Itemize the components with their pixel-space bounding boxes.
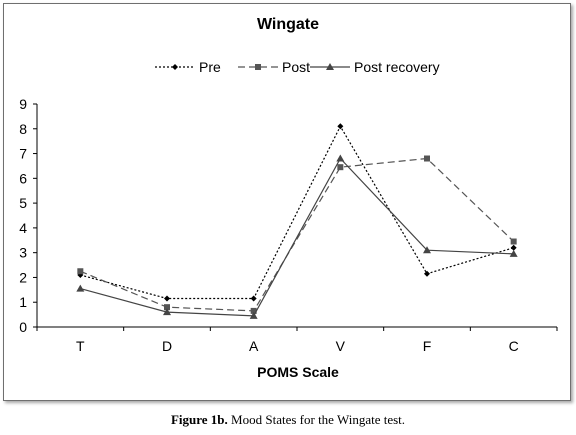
- y-tick-label: 2: [19, 269, 27, 285]
- data-point-post-recovery: [163, 308, 171, 316]
- data-point-post: [424, 155, 430, 162]
- legend: Pre Post Post recovery: [155, 59, 440, 75]
- y-tick-label: 3: [19, 245, 27, 261]
- data-point-post-recovery: [336, 154, 345, 162]
- data-point-pre: [250, 295, 257, 302]
- series-post: [77, 155, 517, 314]
- data-point-post-recovery: [423, 246, 431, 254]
- series-line-pre: [80, 125, 514, 300]
- axes: 0 1 2 3 4 5 6 7 8 9 T D A V F C: [19, 96, 558, 354]
- series-line-post: [80, 157, 515, 312]
- data-point-post: [337, 164, 344, 171]
- data-point-pre: [337, 123, 344, 130]
- data-point-post: [250, 307, 257, 314]
- series-line-post-recovery: [80, 157, 514, 317]
- figure-frame: [3, 3, 571, 401]
- data-point-pre: [164, 295, 170, 302]
- caption-text: Mood States for the Wingate test.: [227, 412, 406, 427]
- y-tick-label: 8: [19, 121, 27, 137]
- legend-label-post-recovery: Post recovery: [354, 59, 440, 75]
- y-tick-label: 0: [19, 319, 27, 335]
- data-point-post-recovery: [249, 311, 258, 319]
- legend-item-post: Post: [238, 59, 310, 75]
- series-post-recovery: [76, 154, 518, 319]
- series-pre: [77, 123, 517, 302]
- data-point-post: [510, 238, 517, 245]
- x-axis-label: POMS Scale: [257, 364, 339, 380]
- chart-title: Wingate: [257, 16, 319, 33]
- legend-marker-pre: [172, 64, 178, 70]
- legend-marker-post-recovery: [326, 63, 334, 70]
- chart: Wingate Pre Post Post recovery 0 1 2 3 4 5 6 7 8 9 T…: [19, 16, 558, 380]
- data-point-pre: [424, 270, 430, 277]
- figure-caption: Figure 1b. Mood States for the Wingate t…: [0, 412, 576, 428]
- y-tick-label: 4: [19, 220, 27, 236]
- legend-marker-post: [255, 64, 261, 70]
- x-tick-label: D: [162, 338, 172, 354]
- x-tick-label: F: [423, 338, 432, 354]
- x-tick-label: A: [249, 338, 259, 354]
- x-tick-label: V: [336, 338, 346, 354]
- legend-label-post: Post: [282, 59, 310, 75]
- y-tick-label: 5: [19, 195, 27, 211]
- data-point-pre: [510, 244, 517, 251]
- data-point-post-recovery: [76, 284, 85, 292]
- legend-label-pre: Pre: [199, 59, 221, 75]
- data-point-post: [164, 304, 170, 311]
- x-tick-label: C: [509, 338, 519, 354]
- data-point-post: [77, 268, 84, 275]
- y-tick-label: 1: [19, 294, 27, 310]
- series-layer: [76, 123, 518, 319]
- y-tick-label: 7: [19, 146, 27, 162]
- caption-label: Figure 1b.: [170, 412, 228, 427]
- legend-item-pre: Pre: [155, 59, 221, 75]
- x-tick-label: T: [76, 338, 85, 354]
- y-tick-label: 9: [19, 96, 27, 112]
- y-tick-label: 6: [19, 170, 27, 186]
- data-point-post-recovery: [509, 249, 518, 257]
- legend-item-post-recovery: Post recovery: [310, 59, 440, 75]
